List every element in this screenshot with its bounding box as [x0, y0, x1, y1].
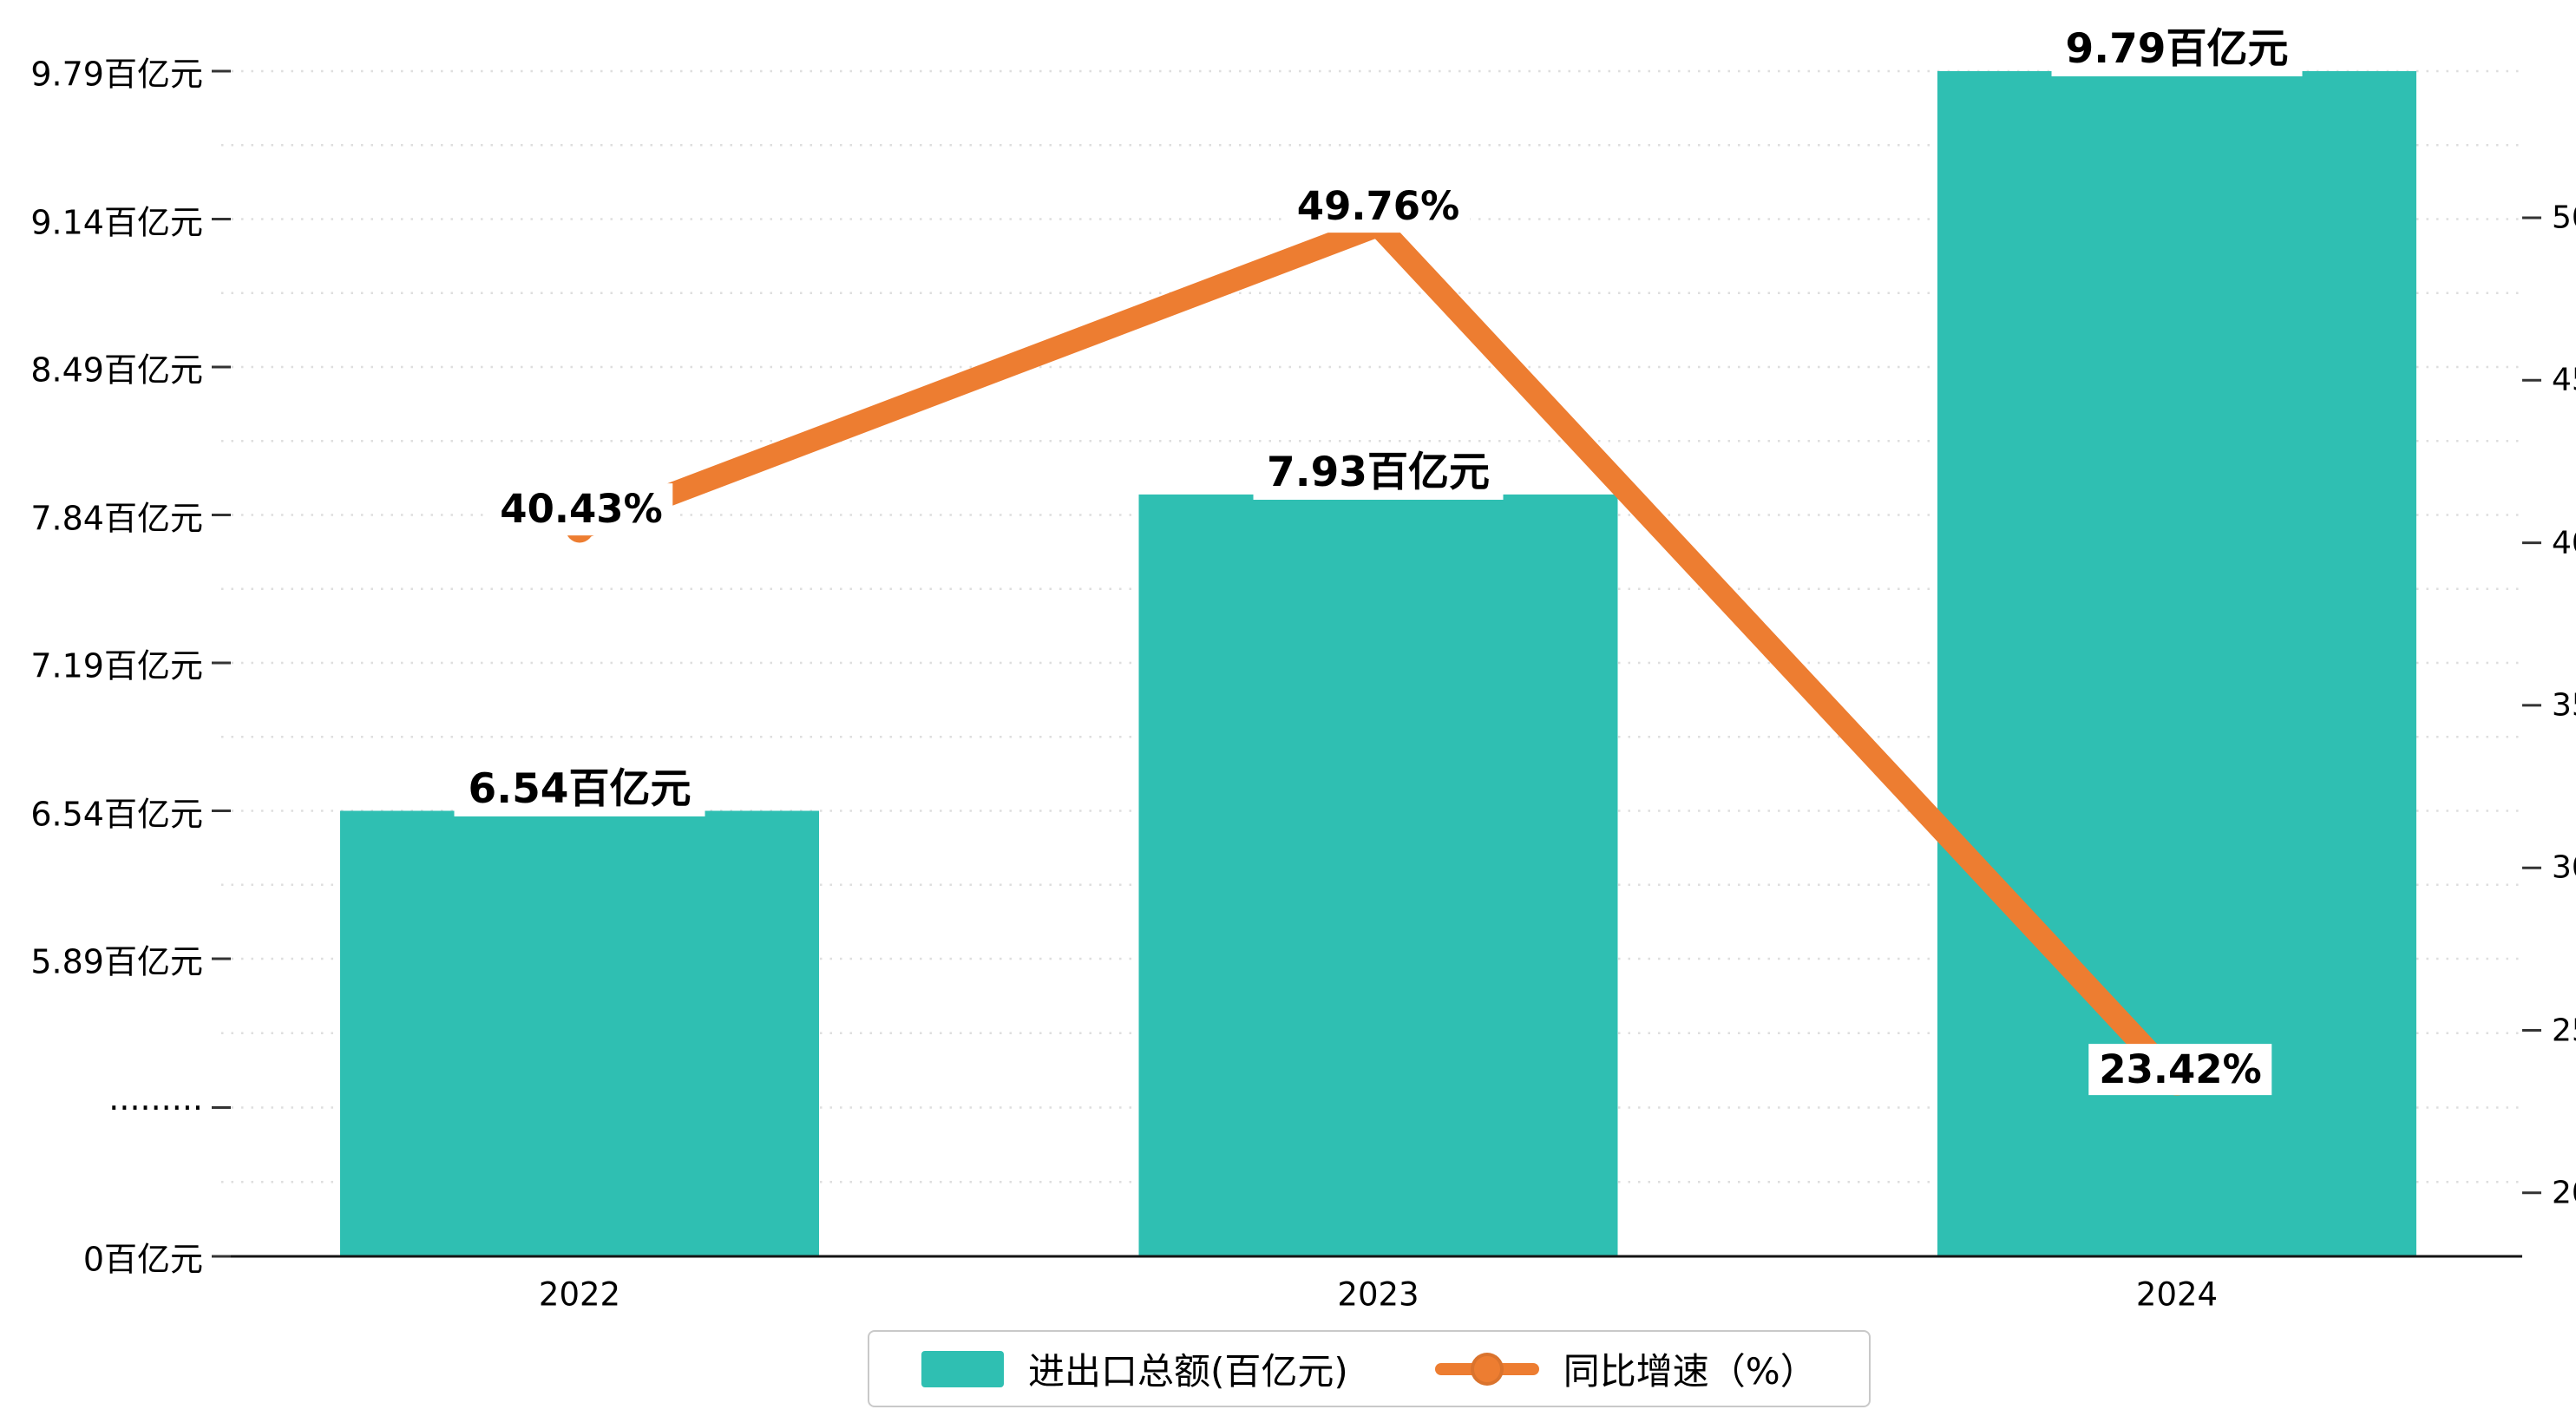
bar-2023[interactable] — [1138, 494, 1618, 1256]
legend-label-line-series: 同比增速（%） — [1563, 1350, 1817, 1393]
left-axis-label: ········· — [108, 1088, 203, 1127]
line-marker-dot — [1470, 1352, 1504, 1386]
right-axis-label: 30 — [2552, 849, 2576, 886]
x-axis-label-2022: 2022 — [538, 1275, 621, 1314]
right-axis-label: 25 — [2552, 1013, 2576, 1048]
bar-value-label: 9.79百亿元 — [2051, 22, 2303, 77]
line-value-label: 23.42% — [2088, 1043, 2272, 1096]
line-value-label: 49.76% — [1286, 180, 1471, 233]
left-axis-label: 7.84百亿元 — [30, 499, 203, 537]
bar-2022[interactable] — [340, 810, 819, 1257]
bar-series-swatch-icon — [921, 1350, 1004, 1387]
x-axis-label-2024: 2024 — [2135, 1275, 2219, 1314]
legend-item-bar-series[interactable]: 进出口总额(百亿元) — [921, 1342, 1348, 1395]
line-series-marker-icon — [1434, 1352, 1539, 1386]
right-axis-label: 20 — [2552, 1175, 2576, 1211]
left-axis-label: 9.14百亿元 — [30, 203, 203, 241]
right-axis-label: 50 — [2552, 200, 2576, 236]
right-axis-label: 40 — [2552, 525, 2576, 561]
bar-value-label: 6.54百亿元 — [454, 762, 705, 816]
right-axis-label: 45 — [2552, 362, 2576, 398]
line-value-label: 40.43% — [489, 483, 673, 536]
bar-value-label: 7.93百亿元 — [1253, 445, 1504, 500]
x-axis-label-2023: 2023 — [1337, 1275, 1419, 1314]
right-axis-label: 35 — [2552, 687, 2576, 724]
legend: 进出口总额(百亿元) 同比增速（%） — [868, 1330, 1871, 1407]
legend-item-line-series[interactable]: 同比增速（%） — [1434, 1342, 1817, 1395]
legend-label-bar-series: 进出口总额(百亿元) — [1028, 1350, 1348, 1393]
left-axis-label: 5.89百亿元 — [30, 942, 203, 981]
left-axis-label: 0百亿元 — [82, 1240, 203, 1279]
left-axis-label: 7.19百亿元 — [30, 646, 203, 685]
left-axis-label: 8.49百亿元 — [30, 351, 203, 390]
left-axis-label: 6.54百亿元 — [30, 795, 203, 833]
left-axis-label: 9.79百亿元 — [30, 55, 203, 94]
